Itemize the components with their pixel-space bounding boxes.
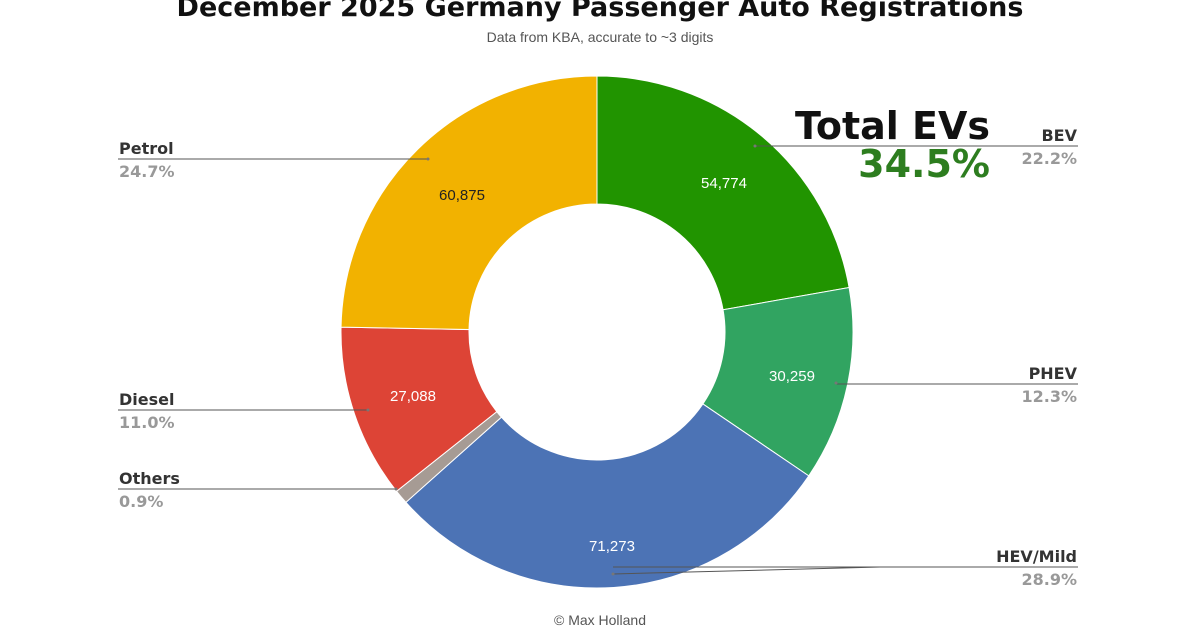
- category-label-phev: PHEV: [1029, 364, 1078, 383]
- value-label-phev: 30,259: [769, 368, 815, 385]
- percent-label-others: 0.9%: [119, 492, 163, 511]
- leader-dot-hev-mild: [611, 572, 615, 576]
- slice-hev-mild: [405, 403, 810, 589]
- total-evs-label: Total EVs: [794, 104, 990, 148]
- value-label-hev-mild: 71,273: [589, 538, 635, 555]
- leader-dot-phev: [834, 381, 838, 385]
- chart-title: December 2025 Germany Passenger Auto Reg…: [176, 0, 1024, 23]
- leader-line-hev-mild-connector: [612, 566, 881, 575]
- leader-dot-bev: [753, 144, 757, 148]
- percent-label-hev-mild: 28.9%: [1021, 570, 1077, 589]
- leader-dot-petrol: [426, 157, 430, 161]
- percent-label-petrol: 24.7%: [119, 162, 175, 181]
- total-evs-value: 34.5%: [858, 142, 990, 186]
- percent-label-diesel: 11.0%: [119, 413, 175, 432]
- chart-subtitle: Data from KBA, accurate to ~3 digits: [486, 29, 714, 45]
- percent-label-bev: 22.2%: [1021, 149, 1077, 168]
- value-label-diesel: 27,088: [390, 388, 436, 405]
- category-label-hev-mild: HEV/Mild: [996, 547, 1077, 566]
- chart-credit: © Max Holland: [553, 612, 647, 628]
- value-label-bev: 54,774: [701, 175, 747, 192]
- category-label-bev: BEV: [1041, 126, 1077, 145]
- value-label-petrol: 60,875: [439, 187, 485, 204]
- slice-bev: [596, 75, 850, 311]
- category-label-others: Others: [119, 469, 180, 488]
- category-label-diesel: Diesel: [119, 390, 174, 409]
- slice-petrol: [340, 75, 598, 331]
- leader-dot-diesel: [366, 408, 370, 412]
- category-label-petrol: Petrol: [119, 139, 174, 158]
- leader-dot-others: [394, 487, 398, 491]
- percent-label-phev: 12.3%: [1021, 387, 1077, 406]
